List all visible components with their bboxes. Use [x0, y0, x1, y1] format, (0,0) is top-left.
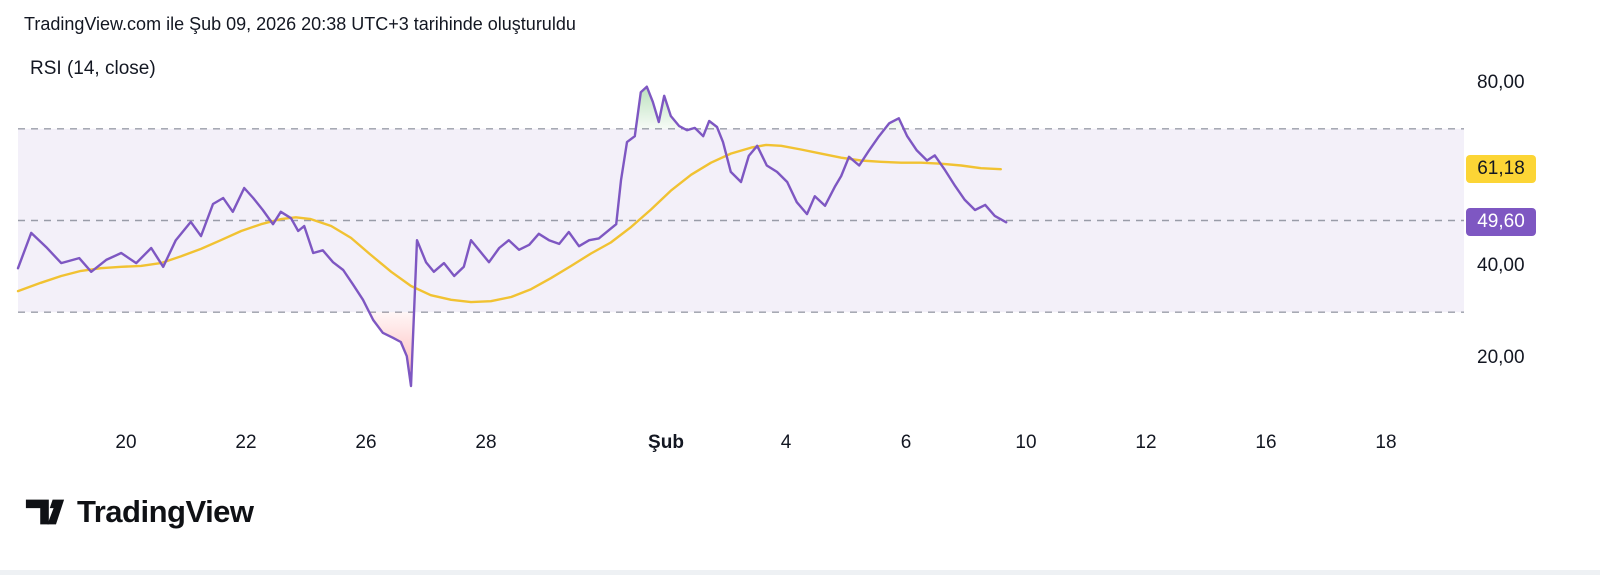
- rsi-value-badge: 49,60: [1466, 208, 1536, 237]
- rsi-chart-canvas: [16, 85, 1464, 388]
- attribution-text: TradingView.com ile Şub 09, 2026 20:38 U…: [24, 14, 576, 34]
- tradingview-logo[interactable]: TradingView: [24, 494, 254, 530]
- x-axis-label: 6: [900, 432, 912, 453]
- x-axis-label: 4: [780, 432, 792, 453]
- x-axis-label: Şub: [648, 432, 684, 453]
- indicator-title: RSI (14, close): [30, 58, 156, 79]
- x-axis-label: 28: [475, 432, 497, 453]
- x-axis-label: 18: [1375, 432, 1397, 453]
- x-axis-label: 16: [1255, 432, 1277, 453]
- y-axis-label: 20,00: [1477, 346, 1525, 368]
- x-axis-label: 12: [1135, 432, 1157, 453]
- x-axis-label: 26: [355, 432, 377, 453]
- tradingview-logo-icon: [25, 499, 65, 525]
- x-axis-label: 10: [1015, 432, 1037, 453]
- ma-value-badge: 61,18: [1466, 155, 1536, 184]
- y-axis-label: 40,00: [1477, 255, 1525, 277]
- x-axis-label: 22: [235, 432, 257, 453]
- y-axis-label: 80,00: [1477, 72, 1525, 93]
- bottom-divider: [0, 570, 1600, 575]
- x-axis-label: 20: [115, 432, 137, 453]
- tradingview-logo-text: TradingView: [77, 494, 254, 529]
